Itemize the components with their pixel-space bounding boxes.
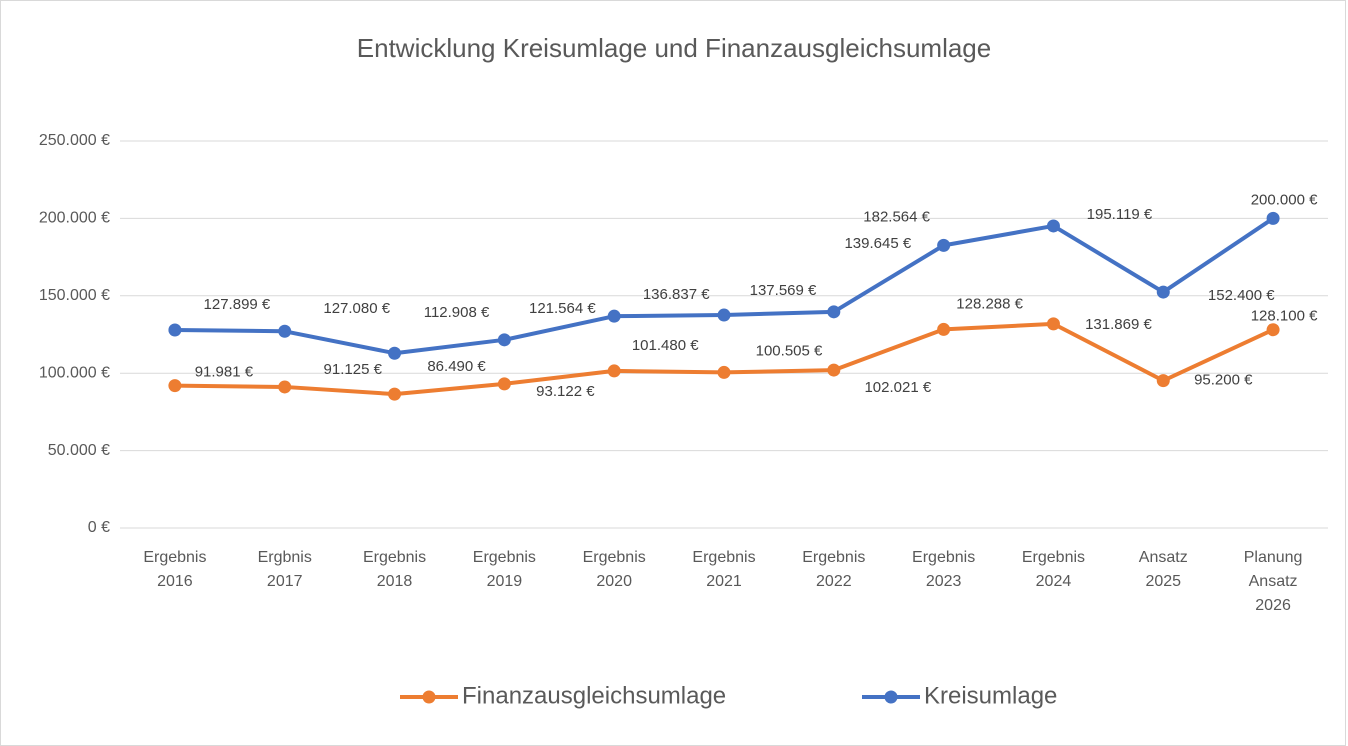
x-tick-label-line: 2020: [596, 573, 632, 590]
data-point: [1046, 317, 1060, 331]
x-tick-label: Ergebnis 2021: [692, 549, 755, 590]
data-label: 137.569 €: [750, 282, 817, 299]
data-label: 127.080 €: [323, 300, 390, 317]
data-label: 139.645 €: [844, 235, 911, 252]
y-tick-label: 200.000 €: [39, 210, 110, 227]
x-tick-label: Ergebnis 2022: [802, 549, 865, 590]
data-label: 182.564 €: [863, 208, 930, 225]
data-label: 131.869 €: [1085, 316, 1152, 333]
data-point: [278, 380, 292, 394]
x-tick-label-line: 2025: [1145, 573, 1181, 590]
data-point: [607, 364, 621, 378]
data-point: [388, 346, 402, 360]
data-label: 95.200 €: [1194, 372, 1253, 389]
data-label: 200.000 €: [1251, 191, 1318, 208]
data-point: [717, 365, 731, 379]
x-tick-label-line: 2016: [157, 573, 193, 590]
data-label: 127.899 €: [204, 296, 271, 313]
x-tick-label-line: 2019: [487, 573, 523, 590]
data-label: 128.100 €: [1251, 308, 1318, 325]
x-tick-label-line: Ergebnis: [912, 549, 975, 566]
x-tick-label-line: Ansatz: [1139, 549, 1188, 566]
legend-marker: [422, 690, 436, 704]
legend-marker: [884, 690, 898, 704]
x-tick-label-line: 2023: [926, 573, 962, 590]
x-tick-label: Ergebnis 2023: [912, 549, 975, 590]
data-point: [937, 238, 951, 252]
data-point: [388, 387, 402, 401]
data-point: [278, 324, 292, 338]
x-tick-label-line: Ansatz: [1249, 573, 1298, 590]
x-tick-label: Ergebnis 2020: [583, 549, 646, 590]
x-tick-label-line: 2024: [1036, 573, 1072, 590]
x-tick-label: Ergebnis 2019: [473, 549, 536, 590]
data-label: 93.122 €: [536, 383, 595, 400]
data-point: [497, 333, 511, 347]
x-tick-label: Planung Ansatz 2026: [1244, 549, 1303, 614]
data-point: [1156, 285, 1170, 299]
x-tick-label: Ergebnis 2016: [143, 549, 206, 590]
data-point: [937, 322, 951, 336]
data-label: 100.505 €: [756, 342, 823, 359]
x-tick-label-line: Ergebnis: [363, 549, 426, 566]
y-tick-label: 100.000 €: [39, 364, 110, 381]
x-tick-label-line: Ergbnis: [258, 549, 312, 566]
x-tick-label: Ergebnis 2018: [363, 549, 426, 590]
x-tick-label-line: 2022: [816, 573, 852, 590]
data-point: [168, 379, 182, 393]
data-point: [1046, 219, 1060, 233]
x-tick-label-line: Ergebnis: [692, 549, 755, 566]
data-label: 86.490 €: [427, 358, 486, 375]
x-tick-label: Ergebnis 2024: [1022, 549, 1085, 590]
data-point: [717, 308, 731, 322]
y-tick-label: 0 €: [88, 519, 110, 536]
x-tick-label-line: Ergebnis: [802, 549, 865, 566]
legend-label: Finanzausgleichsumlage: [462, 682, 726, 709]
x-tick-label-line: Planung: [1244, 549, 1303, 566]
x-tick-label: Ansatz 2025: [1139, 549, 1188, 590]
chart-title: Entwicklung Kreisumlage und Finanzausgle…: [357, 33, 991, 63]
legend-label: Kreisumlage: [924, 682, 1057, 709]
data-label: 136.837 €: [643, 286, 710, 303]
data-point: [827, 305, 841, 319]
data-label: 112.908 €: [424, 304, 490, 321]
x-tick-label-line: 2026: [1255, 597, 1291, 614]
data-label: 101.480 €: [632, 337, 699, 354]
x-tick-label-line: 2017: [267, 573, 303, 590]
data-label: 91.981 €: [195, 364, 254, 381]
x-tick-label: Ergbnis 2017: [258, 549, 312, 590]
y-tick-label: 50.000 €: [48, 442, 110, 459]
data-label: 91.125 €: [324, 361, 383, 378]
data-label: 152.400 €: [1208, 287, 1275, 304]
y-tick-label: 150.000 €: [39, 287, 110, 304]
x-tick-label-line: 2018: [377, 573, 413, 590]
data-point: [168, 323, 182, 337]
data-point: [497, 377, 511, 391]
x-tick-label-line: Ergebnis: [583, 549, 646, 566]
y-tick-label: 250.000 €: [39, 132, 110, 149]
data-label: 102.021 €: [864, 379, 931, 396]
x-tick-label-line: Ergebnis: [473, 549, 536, 566]
x-tick-label-line: Ergebnis: [143, 549, 206, 566]
data-label: 195.119 €: [1087, 206, 1153, 223]
x-tick-label-line: Ergebnis: [1022, 549, 1085, 566]
data-point: [607, 309, 621, 323]
x-tick-label-line: 2021: [706, 573, 742, 590]
data-point: [1156, 374, 1170, 388]
data-label: 128.288 €: [956, 295, 1023, 312]
data-label: 121.564 €: [529, 300, 596, 317]
data-point: [1266, 323, 1280, 337]
data-point: [827, 363, 841, 377]
data-point: [1266, 211, 1280, 225]
